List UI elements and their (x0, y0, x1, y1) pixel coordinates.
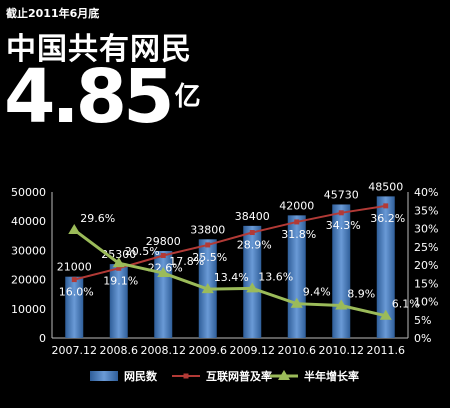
line-data-label: 29.6% (80, 212, 115, 225)
line-data-label: 13.4% (214, 271, 249, 284)
bar-data-label: 42000 (279, 199, 314, 212)
line-data-label: 25.5% (192, 251, 227, 264)
line-data-label: 19.1% (103, 274, 138, 287)
y-right-tick-label: 35% (414, 204, 438, 217)
bar-data-label: 38400 (235, 210, 270, 223)
line-point (338, 210, 344, 216)
bar-data-label: 33800 (190, 223, 225, 236)
y-right-tick-label: 30% (414, 223, 438, 236)
line-point (71, 277, 77, 283)
line-data-label: 13.6% (258, 270, 293, 283)
line-data-label: 16.0% (59, 286, 94, 299)
y-left-tick-label: 10000 (11, 303, 46, 316)
bar (109, 264, 128, 338)
line-point (201, 283, 214, 294)
y-left-tick-label: 40000 (11, 215, 46, 228)
big-number-unit: 亿 (174, 82, 201, 112)
big-number: 4.85 (4, 54, 175, 140)
bar-data-label: 48500 (368, 180, 403, 193)
bar (376, 196, 395, 338)
y-left-tick-label: 20000 (11, 274, 46, 287)
legend-swatch (90, 371, 118, 381)
line-data-label: 36.2% (370, 212, 405, 225)
line-point (383, 203, 389, 209)
bar (65, 276, 84, 338)
y-right-tick-label: 0% (414, 332, 431, 345)
line-data-label: 9.4% (303, 286, 331, 299)
bar-data-label: 29800 (146, 235, 181, 248)
y-left-tick-label: 0 (39, 332, 46, 345)
y-right-tick-label: 5% (414, 314, 431, 327)
y-left-tick-label: 50000 (11, 186, 46, 199)
bar-data-label: 21000 (57, 261, 92, 274)
line-point (335, 299, 348, 310)
x-tick-label: 2008.6 (100, 344, 139, 357)
line-point (157, 267, 170, 278)
line-point (246, 282, 259, 293)
line-point (249, 230, 255, 236)
legend-marker (183, 373, 189, 379)
line-point (112, 257, 125, 268)
line-data-label: 28.9% (237, 239, 272, 252)
y-right-tick-label: 40% (414, 186, 438, 199)
x-tick-label: 2009.6 (189, 344, 228, 357)
x-tick-label: 2010.6 (278, 344, 317, 357)
line-point (68, 223, 81, 234)
x-tick-label: 2009.12 (230, 344, 276, 357)
x-tick-label: 2008.12 (141, 344, 187, 357)
y-right-tick-label: 25% (414, 241, 438, 254)
line-data-label: 8.9% (347, 288, 375, 301)
line-data-label: 34.3% (326, 219, 361, 232)
y-right-tick-label: 10% (414, 296, 438, 309)
y-right-tick-label: 15% (414, 277, 438, 290)
legend-label: 网民数 (124, 369, 158, 383)
x-tick-label: 2007.12 (52, 344, 98, 357)
line-point (160, 253, 166, 259)
line-data-label: 17.8% (169, 255, 204, 268)
bar (243, 225, 262, 338)
x-tick-label: 2010.12 (319, 344, 365, 357)
line-point (294, 219, 300, 225)
line-data-label: 6.1% (392, 298, 420, 311)
series-line (73, 228, 387, 318)
legend-label: 互联网普及率 (206, 369, 272, 383)
chart-subtitle: 截止2011年6月底 (6, 7, 100, 20)
line-data-label: 31.8% (281, 228, 316, 241)
line-point (290, 297, 303, 308)
y-right-tick-label: 20% (414, 259, 438, 272)
line-data-label: 20.5% (125, 245, 160, 258)
line-point (116, 265, 122, 271)
line-point (205, 242, 211, 248)
legend-marker (278, 370, 290, 380)
bar-data-label: 45730 (324, 188, 359, 201)
x-tick-label: 2011.6 (367, 344, 406, 357)
big-number-block: 4.85 亿 (4, 60, 201, 134)
y-left-tick-label: 30000 (11, 244, 46, 257)
headline: 中国共有网民 (6, 32, 192, 67)
line-point (379, 309, 392, 320)
legend-label: 半年增长率 (304, 369, 359, 383)
